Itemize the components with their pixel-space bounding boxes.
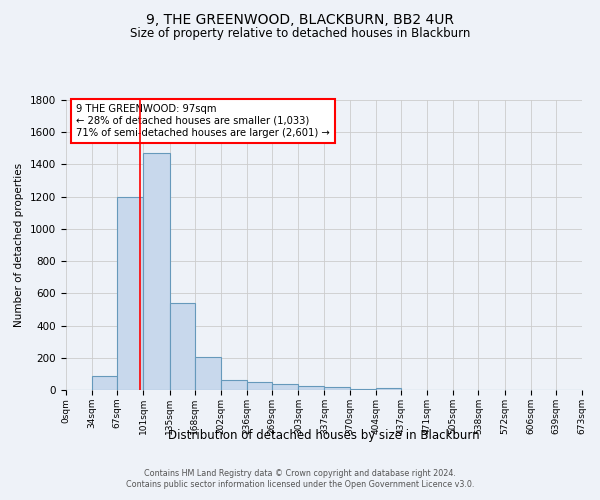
Text: Distribution of detached houses by size in Blackburn: Distribution of detached houses by size …	[168, 428, 480, 442]
Bar	[376, 388, 401, 390]
Bar	[247, 382, 272, 390]
Bar	[92, 376, 118, 390]
Bar	[170, 303, 195, 390]
Bar	[195, 357, 221, 390]
Bar	[272, 384, 298, 390]
Bar	[143, 153, 170, 390]
Text: Size of property relative to detached houses in Blackburn: Size of property relative to detached ho…	[130, 28, 470, 40]
Bar	[350, 389, 376, 390]
Text: Contains HM Land Registry data © Crown copyright and database right 2024.: Contains HM Land Registry data © Crown c…	[144, 468, 456, 477]
Bar	[325, 387, 350, 390]
Text: 9 THE GREENWOOD: 97sqm
← 28% of detached houses are smaller (1,033)
71% of semi-: 9 THE GREENWOOD: 97sqm ← 28% of detached…	[76, 104, 330, 138]
Bar	[298, 386, 325, 390]
Text: 9, THE GREENWOOD, BLACKBURN, BB2 4UR: 9, THE GREENWOOD, BLACKBURN, BB2 4UR	[146, 12, 454, 26]
Y-axis label: Number of detached properties: Number of detached properties	[14, 163, 25, 327]
Text: Contains public sector information licensed under the Open Government Licence v3: Contains public sector information licen…	[126, 480, 474, 489]
Bar	[118, 196, 143, 390]
Bar	[221, 380, 247, 390]
